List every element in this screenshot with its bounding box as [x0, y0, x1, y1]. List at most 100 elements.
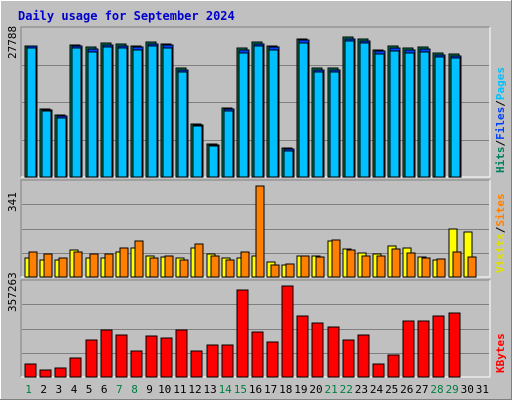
day-label-12: 12: [188, 383, 201, 396]
day-label-17: 17: [264, 383, 277, 396]
day-label-6: 6: [101, 383, 108, 396]
legend-label: Visits/Sites: [494, 194, 507, 274]
bar-pages-day-18: [283, 150, 294, 178]
plot-border-top-left: [20, 179, 490, 277]
bar-kbytes-day-28: [432, 315, 445, 378]
day-label-2: 2: [40, 383, 47, 396]
bar-kbytes-day-25: [387, 354, 400, 378]
bar-pages-day-1: [26, 47, 37, 178]
chart-panels: 27788Hits/Files/Pages341Visits/Sites3572…: [6, 26, 507, 378]
bar-pages-day-14: [223, 110, 234, 178]
legend-part: KBytes: [494, 333, 507, 373]
bar-pages-day-27: [419, 51, 430, 178]
bar-sites-day-5: [89, 253, 99, 278]
bar-kbytes-day-14: [221, 344, 234, 378]
bar-kbytes-day-16: [251, 331, 264, 378]
bar-pages-day-24: [374, 53, 385, 178]
bar-pages-day-10: [162, 47, 173, 178]
day-label-20: 20: [309, 383, 322, 396]
bar-kbytes-day-8: [130, 350, 143, 378]
bar-pages-day-26: [404, 52, 415, 178]
day-label-10: 10: [158, 383, 171, 396]
bar-sites-day-26: [406, 252, 416, 278]
bar-sites-day-8: [134, 240, 144, 278]
bar-sites-day-6: [104, 253, 114, 278]
bar-kbytes-day-6: [100, 329, 113, 378]
day-label-3: 3: [55, 383, 62, 396]
bar-pages-day-21: [329, 71, 340, 178]
bar-kbytes-day-9: [145, 335, 158, 378]
day-label-16: 16: [249, 383, 262, 396]
bar-sites-day-9: [149, 257, 159, 278]
legend-label: Hits/Files/Pages: [494, 67, 507, 173]
bar-sites-day-1: [28, 251, 38, 278]
legend-label: KBytes: [494, 333, 507, 373]
axis-max-label: 341: [6, 192, 19, 212]
bar-kbytes-day-17: [266, 341, 279, 378]
bar-kbytes-day-12: [190, 350, 203, 378]
plot-border-top-left: [20, 26, 490, 177]
bar-pages-day-2: [41, 110, 52, 178]
bar-sites-day-7: [119, 247, 129, 278]
bar-sites-day-4: [73, 251, 83, 278]
bar-kbytes-day-5: [85, 339, 98, 378]
bar-sites-day-11: [179, 259, 189, 278]
bar-pages-day-16: [253, 45, 264, 178]
bar-sites-day-3: [58, 257, 68, 278]
panel-kbytes: 357263 KBytes: [6, 272, 507, 378]
day-label-15: 15: [234, 383, 247, 396]
day-label-9: 9: [146, 383, 153, 396]
bar-kbytes-day-27: [417, 320, 430, 378]
bar-sites-day-22: [346, 249, 356, 278]
bar-kbytes-day-19: [296, 315, 309, 378]
bar-sites-day-18: [285, 263, 295, 278]
day-label-5: 5: [86, 383, 93, 396]
day-label-8: 8: [131, 383, 138, 396]
bar-kbytes-day-4: [69, 357, 82, 378]
day-label-14: 14: [219, 383, 233, 396]
bar-kbytes-day-2: [39, 369, 52, 378]
bar-sites-day-12: [194, 243, 204, 278]
bar-sites-day-30: [467, 256, 477, 278]
legend-part: Pages: [494, 67, 507, 100]
bar-pages-day-7: [117, 47, 128, 178]
day-label-31: 31: [476, 383, 489, 396]
day-label-24: 24: [370, 383, 384, 396]
bar-kbytes-day-21: [327, 326, 340, 378]
bar-pages-day-28: [434, 56, 445, 178]
bar-pages-day-3: [56, 117, 67, 178]
bar-sites-day-2: [43, 253, 53, 278]
bar-sites-day-21: [331, 239, 341, 278]
bar-sites-day-14: [225, 259, 235, 278]
bar-pages-day-13: [208, 145, 219, 178]
bar-kbytes-day-13: [206, 344, 219, 378]
bar-pages-day-12: [192, 125, 203, 178]
bar-sites-day-23: [361, 255, 371, 278]
bar-pages-day-8: [132, 49, 143, 178]
bar-sites-day-13: [210, 255, 220, 278]
bar-sites-day-19: [300, 255, 310, 278]
bar-pages-day-6: [102, 46, 113, 178]
day-axis-labels: 1 2 3 4 5 6 7 8 9 10 11 12 13 14 15 16 17 18 19 20 21 22 23 24 2…: [25, 383, 489, 396]
day-label-27: 27: [415, 383, 428, 396]
bar-pages-day-23: [359, 42, 370, 178]
legend-part: Sites: [494, 194, 507, 227]
legend-part: Hits: [494, 147, 507, 174]
day-label-1: 1: [25, 383, 32, 396]
bar-kbytes-day-29: [448, 312, 461, 378]
bar-pages-day-9: [147, 45, 158, 178]
axis-max-label: 357263: [6, 272, 19, 312]
bar-kbytes-day-26: [402, 320, 415, 378]
axis-max-label: 27788: [6, 26, 19, 59]
bar-pages-day-17: [268, 49, 279, 178]
legend-part: /: [494, 100, 507, 107]
day-label-26: 26: [400, 383, 413, 396]
bar-pages-day-19: [298, 42, 309, 178]
day-label-4: 4: [71, 383, 78, 396]
bar-pages-day-5: [87, 51, 98, 178]
bar-kbytes-day-22: [342, 339, 355, 378]
bar-pages-day-22: [344, 40, 355, 178]
bar-sites-day-16: [255, 185, 265, 278]
bar-kbytes-day-1: [24, 363, 37, 378]
